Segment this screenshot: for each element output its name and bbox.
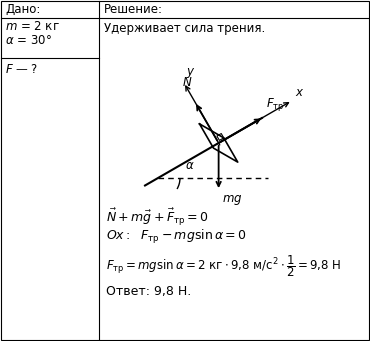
Text: $mg$: $mg$ [222, 193, 242, 207]
Text: $\vec{N} + m\vec{g} + \vec{F}_{\rm тр} = 0$: $\vec{N} + m\vec{g} + \vec{F}_{\rm тр} =… [106, 207, 209, 228]
Text: $N$: $N$ [182, 76, 193, 89]
Text: $F_{\rm тр}$: $F_{\rm тр}$ [266, 96, 284, 113]
Text: $x$: $x$ [295, 86, 305, 99]
Text: $\alpha$: $\alpha$ [185, 159, 195, 172]
Text: $F_{\rm тр} = mg\sin\alpha = 2\ \rm кг\cdot 9{,}8\ м/с^2\cdot\dfrac{1}{2} = 9{,}: $F_{\rm тр} = mg\sin\alpha = 2\ \rm кг\c… [106, 253, 342, 279]
Text: $y$: $y$ [186, 66, 195, 80]
Text: Дано:: Дано: [5, 3, 40, 16]
Text: Удерживает сила трения.: Удерживает сила трения. [104, 22, 265, 35]
Text: Решение:: Решение: [104, 3, 163, 16]
Text: $Ox{:}\ \ F_{\rm тр} - mg\sin\alpha = 0$: $Ox{:}\ \ F_{\rm тр} - mg\sin\alpha = 0$ [106, 228, 247, 246]
Text: $F$ — ?: $F$ — ? [5, 63, 38, 76]
Text: $m$ = 2 кг: $m$ = 2 кг [5, 20, 60, 33]
Text: $\alpha$ = 30°: $\alpha$ = 30° [5, 34, 52, 47]
Text: Ответ: 9,8 Н.: Ответ: 9,8 Н. [106, 285, 191, 298]
